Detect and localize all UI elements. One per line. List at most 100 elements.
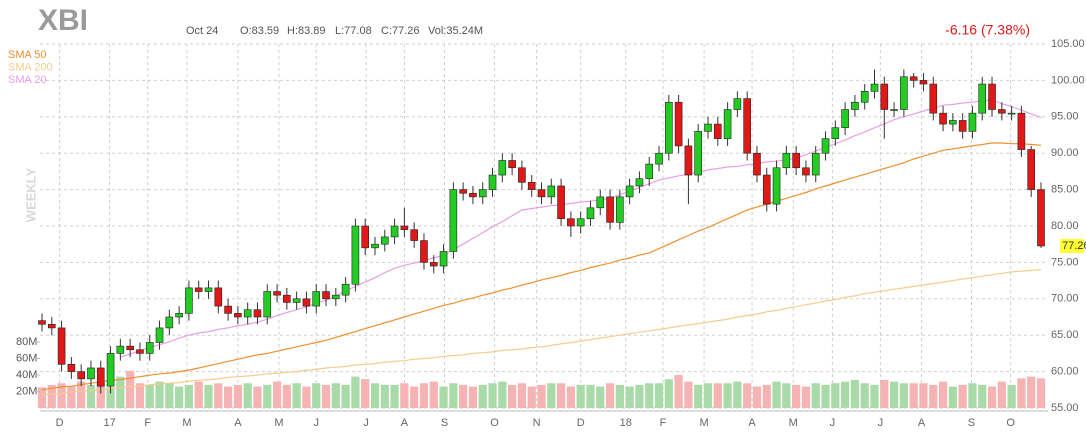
volume-bar	[37, 387, 47, 408]
volume-bar	[331, 383, 340, 408]
candle-body	[811, 152, 820, 176]
candle-body	[782, 152, 791, 169]
volume-bar	[645, 383, 654, 408]
x-tick-label: D	[56, 417, 64, 429]
candle-body	[919, 80, 928, 85]
candle-body	[880, 83, 889, 110]
candle-body	[87, 367, 95, 380]
volume-bar	[155, 381, 164, 408]
volume-bar	[605, 383, 615, 408]
x-tick-label: 18	[620, 417, 632, 429]
volume-bar	[811, 383, 820, 408]
candle-body	[165, 316, 174, 329]
x-tick-label: M	[699, 417, 708, 429]
volume-bar	[380, 384, 389, 408]
volume-bar	[948, 386, 957, 408]
y-tick-label: 90.00	[1051, 147, 1079, 159]
candle-body	[263, 291, 272, 318]
volume-bar	[860, 383, 869, 408]
candle-body	[371, 243, 379, 249]
candle-body	[400, 225, 409, 230]
volume-bar	[938, 381, 948, 408]
candle-body	[645, 163, 654, 179]
candle-body	[851, 101, 859, 110]
candle-body	[713, 123, 722, 139]
candle-body	[567, 218, 575, 227]
volume-bar	[341, 384, 350, 408]
x-tick-label: O	[1006, 417, 1015, 429]
volume-bar	[968, 383, 977, 408]
legend-entry: SMA 20	[8, 74, 47, 86]
volume-bar	[997, 381, 1006, 408]
candle-body	[1017, 112, 1026, 150]
legend-entry: SMA 200	[8, 61, 53, 73]
volume-bar	[488, 383, 497, 408]
x-tick-label: M	[182, 417, 191, 429]
volume-bar	[586, 384, 595, 408]
volume-bar	[547, 383, 556, 408]
candle-body	[429, 262, 438, 267]
y-tick-label: 85.00	[1051, 184, 1079, 196]
volume-bar	[929, 384, 938, 408]
candle-body	[958, 120, 967, 132]
volume-info: Vol:35.24M	[428, 25, 483, 37]
volume-bar	[782, 383, 791, 408]
volume-bar	[429, 381, 438, 408]
candle-body	[243, 309, 252, 318]
candle-body	[332, 294, 340, 300]
candle-body	[322, 291, 330, 300]
x-tick-label: M	[789, 417, 798, 429]
candle-body	[96, 367, 105, 387]
candle-body	[116, 345, 125, 354]
candle-body	[234, 313, 242, 318]
volume-bar	[772, 381, 781, 408]
candle-body	[831, 127, 840, 139]
candle-body	[909, 76, 918, 81]
y-tick-label: 80.00	[1051, 220, 1079, 232]
candle-body	[890, 109, 898, 111]
x-tick-label: A	[748, 417, 756, 429]
volume-bar	[527, 386, 536, 408]
candle-body	[459, 189, 467, 194]
candle-body	[635, 178, 644, 187]
volume-bar	[223, 386, 233, 408]
volume-bar	[498, 381, 507, 408]
candle-body	[674, 101, 683, 147]
high-info: H:83.89	[287, 25, 326, 37]
candle-body	[1007, 112, 1016, 115]
low-info: L:77.08	[335, 25, 372, 37]
candle-body	[743, 98, 751, 154]
volume-bar	[831, 383, 840, 408]
candle-body	[145, 342, 154, 354]
volume-bar	[899, 383, 908, 408]
volume-bar	[664, 379, 673, 408]
y-tick-label: 55.00	[1051, 402, 1079, 414]
volume-bar	[762, 384, 771, 408]
ticker: XBI	[38, 4, 88, 37]
candle-body	[449, 189, 458, 252]
candle-body	[655, 152, 663, 165]
volume-bar	[723, 383, 732, 408]
date: Oct 24	[186, 25, 218, 37]
volume-bar	[214, 383, 223, 408]
candle-body	[968, 112, 977, 132]
volume-bar	[596, 386, 605, 408]
x-tick-label: D	[577, 417, 585, 429]
x-tick-label: N	[533, 417, 541, 429]
volume-bar	[351, 376, 360, 408]
volume-tick-label: 40M	[16, 369, 37, 381]
candle-body	[762, 174, 771, 205]
candle-body	[302, 298, 311, 307]
volume-bar	[302, 386, 311, 408]
volume-bar	[67, 386, 76, 408]
candle-body	[929, 83, 938, 114]
volume-bar	[713, 383, 722, 408]
x-tick-label: A	[918, 417, 926, 429]
volume-bar	[272, 381, 282, 408]
volume-bar	[77, 381, 86, 408]
candle-body	[586, 207, 595, 220]
candle-body	[488, 174, 497, 190]
candle-body	[792, 152, 800, 169]
candle-body	[723, 109, 732, 139]
